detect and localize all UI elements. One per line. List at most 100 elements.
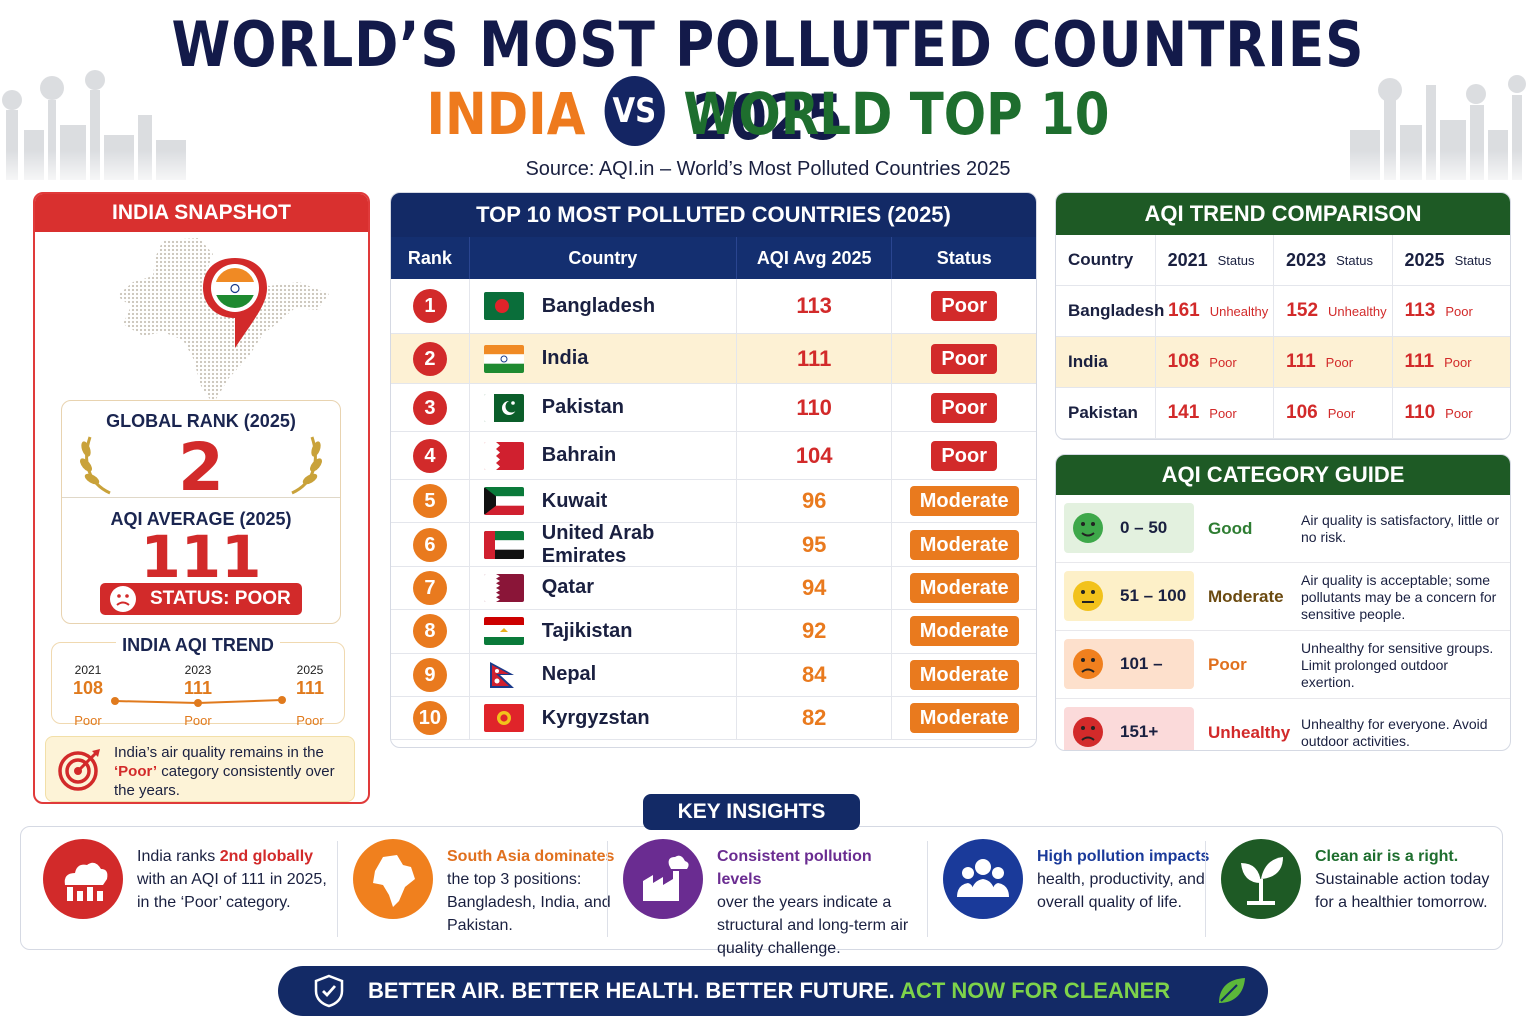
status-badge: Moderate xyxy=(909,486,1019,517)
col-status: Status xyxy=(936,248,992,268)
insight-text: the top 3 positions: Bangladesh, India, … xyxy=(447,871,611,934)
col-rank: Rank xyxy=(391,237,470,279)
flag-qatar-icon xyxy=(483,573,524,602)
divider xyxy=(927,841,928,937)
trend-comparison-table: AQI TREND COMPARISON Country 2021 Status … xyxy=(1055,192,1511,440)
divider xyxy=(337,841,338,937)
table-row: 1 Bangladesh 113 Poor xyxy=(391,279,1036,334)
rank-label: GLOBAL RANK (2025) xyxy=(106,411,296,431)
insight-highlight: 2nd globally xyxy=(219,848,314,865)
vs-badge: VS xyxy=(604,75,665,146)
aqi-value: 113 xyxy=(796,293,832,318)
divider xyxy=(1205,841,1206,937)
country-name: Kuwait xyxy=(541,489,608,512)
category-description: Unhealthy for everyone. Avoid outdoor ac… xyxy=(1301,716,1488,749)
factory-icon xyxy=(623,839,703,919)
table-row: 9 Nepal 84 Moderate xyxy=(391,653,1036,697)
aqi-value: 111 xyxy=(140,523,262,591)
aqi-label: AQI AVERAGE (2025) xyxy=(110,509,292,529)
range-label: 0 – 50 xyxy=(1120,518,1168,537)
col-year: 2021 xyxy=(1167,249,1208,270)
face-icon xyxy=(1073,581,1103,611)
country-name: Pakistan xyxy=(541,396,625,418)
footer-cta: ACT NOW FOR CLEANER TOMORROW. xyxy=(900,978,1171,1003)
india-snapshot-panel: INDIA SNAPSHOT GLOBAL RANK (2025) 2 AQI … xyxy=(33,192,370,804)
status-text: STATUS: POOR xyxy=(150,588,291,609)
insight-item: India ranks 2nd globally with an AQI of 1… xyxy=(43,827,353,951)
status-badge: Poor xyxy=(931,392,997,423)
table-header-row: Rank Country AQI Avg 2025 Status xyxy=(391,237,1036,279)
aqi-value: 111 xyxy=(797,345,832,371)
trend-title: INDIA AQI TREND xyxy=(116,635,280,655)
country-name: Tajikistan xyxy=(541,619,633,642)
flag-nepal-icon xyxy=(483,660,524,689)
india-map-icon xyxy=(117,238,329,404)
people-icon xyxy=(943,839,1023,919)
aqi-value: 104 xyxy=(795,442,833,468)
flag-india-icon xyxy=(483,344,524,373)
flag-bangladesh-icon xyxy=(483,292,524,320)
aqi-value: 141 xyxy=(1167,402,1200,423)
divider xyxy=(607,841,608,937)
aqi-value: 111 xyxy=(1404,351,1435,372)
trend-year: 2023 xyxy=(184,663,212,677)
rank-badge: 4 xyxy=(412,438,447,473)
country-name: United Arab Emirates xyxy=(541,521,655,567)
flag-united-arab-emirates-icon xyxy=(483,530,524,559)
trend-value: 111 xyxy=(295,678,325,698)
insight-highlight: South Asia dominates xyxy=(447,848,615,865)
trend-status: Poor xyxy=(296,713,324,728)
comparison-header-row: Country 2021 Status 2023 Status 2025 Status xyxy=(1056,235,1510,286)
note-text-end: category consistently over the years. xyxy=(114,763,335,799)
status-badge: STATUS: POOR xyxy=(100,583,302,615)
category-label: Good xyxy=(1208,519,1253,538)
plant-icon xyxy=(1221,839,1301,919)
aqi-value: 111 xyxy=(1286,351,1316,372)
table-row: 5 Kuwait 96 Moderate xyxy=(391,480,1036,524)
rank-badge: 8 xyxy=(412,614,447,649)
key-insights-title: KEY INSIGHTS xyxy=(643,794,860,830)
col-year: 2023 xyxy=(1286,249,1327,270)
country-name: Bahrain xyxy=(541,444,617,466)
rank-badge: 1 xyxy=(412,289,447,323)
insight-text: with an AQI of 111 in 2025, in the ‘Poor… xyxy=(137,871,327,911)
status-text: Poor xyxy=(1444,354,1472,370)
rank-badge: 6 xyxy=(412,527,447,562)
subtitle-world: WORLD TOP 10 xyxy=(683,80,1110,148)
aqi-value: 82 xyxy=(801,705,827,731)
range-label: 151+ xyxy=(1120,722,1159,741)
category-description: Air quality is acceptable; some pollutan… xyxy=(1301,571,1497,622)
insight-highlight: Clean air is a right. xyxy=(1315,848,1459,865)
target-icon xyxy=(58,749,100,791)
insight-item: Consistent pollution levels over the year… xyxy=(623,827,933,957)
india-trend-card: INDIA AQI TREND 2021 108 Poor 2023 111 P… xyxy=(51,635,345,728)
trend-point: 2025 111 Poor xyxy=(280,663,340,728)
status-badge: Poor xyxy=(931,343,997,374)
col-aqi: AQI Avg 2025 xyxy=(737,237,893,279)
country-name: Bangladesh xyxy=(1056,286,1164,336)
col-status: Status xyxy=(1454,252,1492,268)
trend-point: 2021 108 Poor xyxy=(58,663,118,728)
status-text: Unhealthy xyxy=(1328,303,1387,319)
guide-row: 51 – 100 Moderate Air quality is accepta… xyxy=(1056,563,1510,631)
country-name: Bangladesh xyxy=(541,294,656,317)
status-badge: Moderate xyxy=(909,703,1019,734)
key-insights-panel: India ranks 2nd globally with an AQI of 1… xyxy=(20,826,1503,957)
footer-slogan: BETTER AIR. BETTER HEALTH. BETTER FUTURE… xyxy=(368,978,895,1003)
insight-highlight: High pollution impacts xyxy=(1037,848,1210,865)
note-highlight: ‘Poor’ xyxy=(114,763,158,780)
col-year: 2025 xyxy=(1404,249,1445,270)
col-country: Country xyxy=(470,237,737,279)
table-row: 4 Bahrain 104 Poor xyxy=(391,432,1036,480)
flag-pakistan-icon xyxy=(483,393,524,422)
status-badge: Poor xyxy=(931,291,997,321)
status-badge: Moderate xyxy=(909,572,1019,603)
flag-bahrain-icon xyxy=(483,441,524,470)
page-subtitle: INDIA VS WORLD TOP 10 xyxy=(108,75,1429,148)
guide-title: AQI CATEGORY GUIDE xyxy=(1056,455,1510,495)
divider xyxy=(62,497,340,498)
country-name: Qatar xyxy=(541,576,594,599)
trend-point: 2023 111 Poor xyxy=(168,663,228,728)
aqi-value: 113 xyxy=(1404,300,1436,321)
rank-badge: 2 xyxy=(412,341,447,376)
